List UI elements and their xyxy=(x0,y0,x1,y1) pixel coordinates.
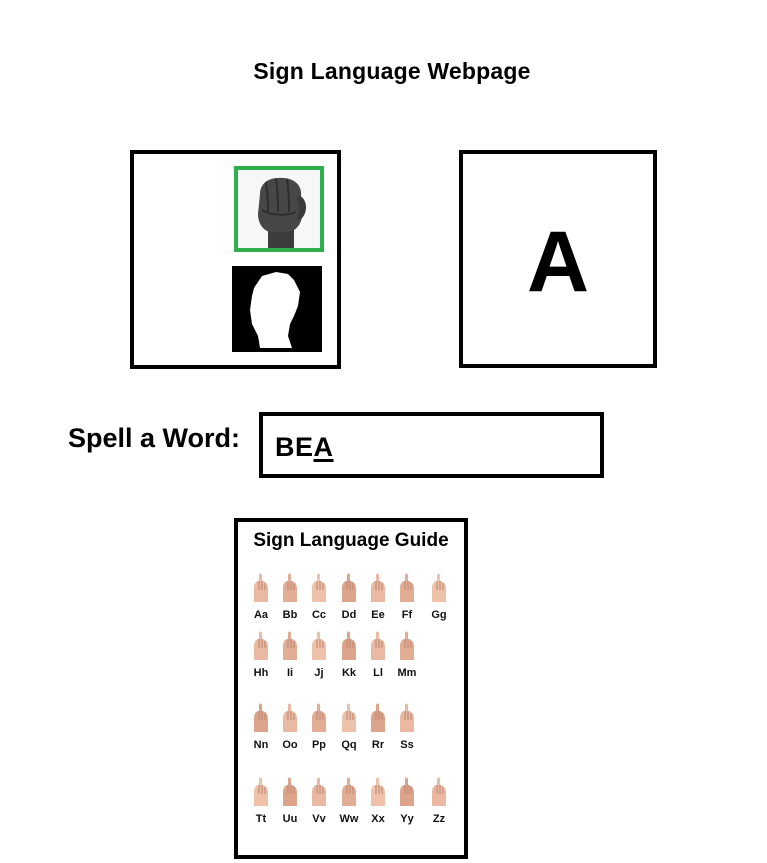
hand-sign-icon xyxy=(400,631,414,660)
guide-letter-label: Yy xyxy=(400,813,414,825)
guide-cell: Bb xyxy=(275,572,305,621)
hand-sign-icon xyxy=(400,573,414,602)
guide-cell: Ff xyxy=(392,572,422,621)
guide-cell: Gg xyxy=(424,572,454,621)
hand-sign-icon xyxy=(254,573,268,602)
hand-sign-icon xyxy=(254,703,268,732)
guide-cell: Hh xyxy=(246,630,276,679)
guide-cell: Zz xyxy=(424,776,454,825)
guide-cell: Pp xyxy=(304,702,334,751)
hand-sign-icon xyxy=(342,703,356,732)
hand-sign-icon xyxy=(371,777,385,806)
hand-sign-icon xyxy=(342,631,356,660)
spelled-word-text: BEA xyxy=(275,432,334,463)
hand-mask-view xyxy=(232,266,322,352)
page-title: Sign Language Webpage xyxy=(253,58,531,84)
hand-sign-icon xyxy=(342,573,356,602)
guide-grid: Aa Bb Cc Dd Ee Ff Gg Hh Ii Jj Kk Ll Mm Nn Oo Pp Qq Rr Ss Tt… xyxy=(238,522,464,855)
guide-cell: Cc xyxy=(304,572,334,621)
guide-letter-label: Pp xyxy=(311,739,327,751)
hand-sign-icon xyxy=(254,631,268,660)
guide-cell: Ii xyxy=(275,630,305,679)
guide-cell: Qq xyxy=(334,702,364,751)
camera-panel xyxy=(130,150,341,369)
guide-letter-label: Aa xyxy=(253,609,269,621)
guide-letter-label: Ll xyxy=(373,667,383,679)
spell-word-label: Spell a Word: xyxy=(68,423,241,453)
guide-letter-label: Xx xyxy=(371,813,385,825)
hand-sign-icon xyxy=(312,777,326,806)
guide-cell: Yy xyxy=(392,776,422,825)
hand-sign-icon xyxy=(312,631,326,660)
guide-letter-label: Jj xyxy=(314,667,324,679)
guide-cell: Ww xyxy=(334,776,364,825)
guide-cell: Rr xyxy=(363,702,393,751)
hand-detection-frame xyxy=(234,166,324,252)
guide-letter-label: Ss xyxy=(400,739,414,751)
hand-sign-icon xyxy=(432,777,446,806)
guide-cell: Aa xyxy=(246,572,276,621)
hand-sign-icon xyxy=(371,631,385,660)
spelled-word-current-letter: A xyxy=(313,432,334,462)
guide-letter-label: Oo xyxy=(282,739,298,751)
closed-fist-hand-icon xyxy=(238,170,320,248)
guide-letter-label: Ff xyxy=(401,609,413,621)
guide-letter-label: Vv xyxy=(312,813,326,825)
guide-cell: Jj xyxy=(304,630,334,679)
guide-cell: Uu xyxy=(275,776,305,825)
hand-sign-icon xyxy=(312,573,326,602)
guide-letter-label: Hh xyxy=(253,667,269,679)
guide-letter-label: Nn xyxy=(253,739,269,751)
guide-letter-label: Uu xyxy=(282,813,298,825)
prediction-panel: A xyxy=(459,150,657,368)
hand-sign-icon xyxy=(400,777,414,806)
hand-sign-icon xyxy=(371,573,385,602)
predicted-letter: A xyxy=(526,214,590,310)
guide-cell: Xx xyxy=(363,776,393,825)
hand-sign-icon xyxy=(432,573,446,602)
hand-sign-icon xyxy=(283,631,297,660)
hand-sign-icon xyxy=(283,777,297,806)
guide-cell: Kk xyxy=(334,630,364,679)
guide-cell: Ee xyxy=(363,572,393,621)
hand-silhouette-icon xyxy=(250,272,300,348)
guide-letter-label: Bb xyxy=(282,609,298,621)
guide-letter-label: Ii xyxy=(286,667,294,679)
guide-cell: Dd xyxy=(334,572,364,621)
guide-cell: Mm xyxy=(392,630,422,679)
guide-letter-label: Tt xyxy=(255,813,267,825)
guide-cell: Nn xyxy=(246,702,276,751)
guide-letter-label: Ee xyxy=(371,609,385,621)
guide-cell: Vv xyxy=(304,776,334,825)
hand-sign-icon xyxy=(283,703,297,732)
guide-cell: Oo xyxy=(275,702,305,751)
spelled-word-field[interactable]: BEA xyxy=(259,412,604,478)
guide-cell: Ll xyxy=(363,630,393,679)
guide-letter-label: Qq xyxy=(341,739,357,751)
hand-sign-icon xyxy=(371,703,385,732)
hand-sign-icon xyxy=(400,703,414,732)
guide-letter-label: Kk xyxy=(341,667,357,679)
guide-letter-label: Ww xyxy=(339,813,359,825)
guide-letter-label: Gg xyxy=(431,609,447,621)
sign-language-guide: Sign Language Guide Aa Bb Cc Dd Ee Ff Gg Hh Ii Jj… xyxy=(234,518,468,859)
hand-sign-icon xyxy=(254,777,268,806)
guide-letter-label: Cc xyxy=(311,609,327,621)
guide-letter-label: Zz xyxy=(432,813,446,825)
spelled-word-prefix: BE xyxy=(275,432,314,462)
hand-sign-icon xyxy=(283,573,297,602)
hand-sign-icon xyxy=(312,703,326,732)
guide-title: Sign Language Guide xyxy=(253,530,449,551)
guide-letter-label: Mm xyxy=(397,667,417,679)
guide-letter-label: Dd xyxy=(341,609,357,621)
guide-letter-label: Rr xyxy=(371,739,385,751)
guide-cell: Tt xyxy=(246,776,276,825)
guide-cell: Ss xyxy=(392,702,422,751)
hand-sign-icon xyxy=(342,777,356,806)
